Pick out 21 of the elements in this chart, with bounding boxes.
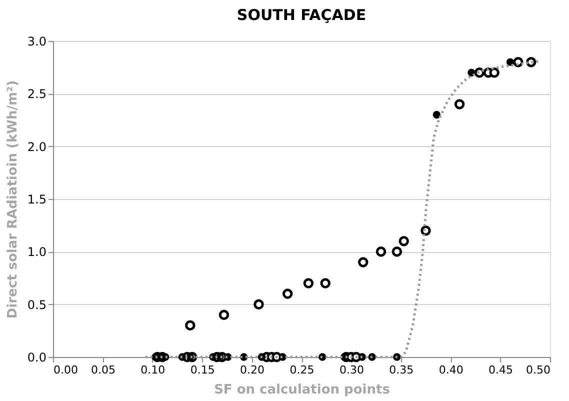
x-tick-label: 0.30 (339, 364, 364, 376)
x-tick-label: 0.00 (54, 364, 78, 376)
y-tick-label: 1.0 (27, 245, 46, 260)
x-tick-label: 0.20 (240, 364, 265, 376)
y-axis-title: Direct solar RAdiatioin (kWh/m²) (5, 80, 20, 319)
y-tick-label: 0.5 (27, 298, 46, 312)
chart-title: SOUTH FAÇADE (236, 6, 366, 24)
x-tick-label: 0.35 (389, 364, 414, 376)
x-tick-label: 0.50 (526, 364, 550, 376)
x-tick-label: 0.25 (290, 364, 314, 376)
x-tick-label: 0.10 (140, 364, 166, 376)
y-tick-label: 3.0 (27, 34, 46, 48)
x-axis-title: SF on calculation points (214, 382, 390, 398)
y-tick-label: 0.0 (27, 350, 46, 364)
x-tick-label: 0.45 (488, 364, 514, 376)
x-tick-label: 0.15 (190, 364, 215, 376)
x-tick-label: 0.40 (438, 364, 464, 376)
y-tick-label: 2.5 (27, 87, 46, 102)
y-tick-label: 2.0 (27, 140, 46, 154)
x-tick-label: 0.05 (90, 364, 116, 376)
y-tick-label: 1.5 (27, 192, 46, 206)
